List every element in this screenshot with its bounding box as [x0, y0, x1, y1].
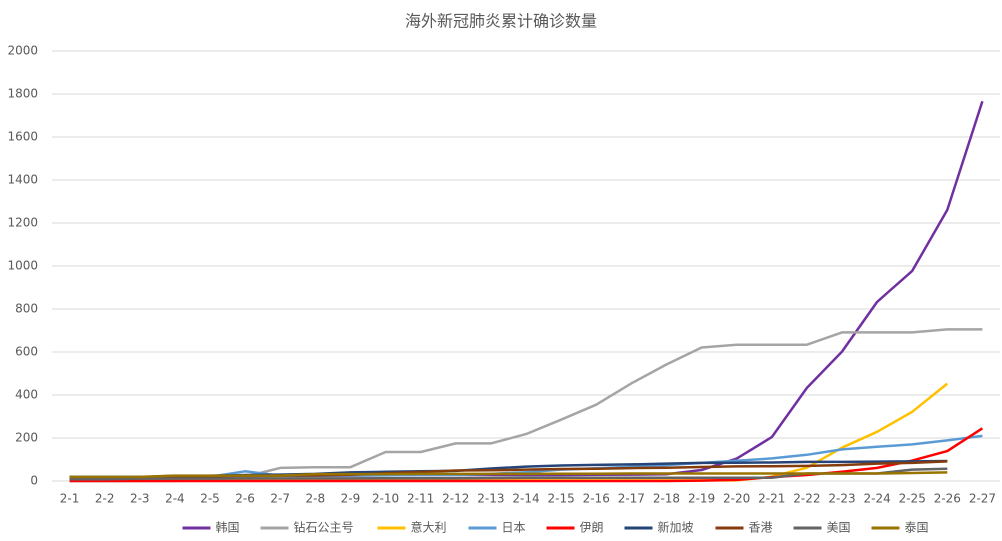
x-tick-label: 2-13: [477, 492, 504, 506]
x-tick-label: 2-14: [512, 492, 539, 506]
x-tick-label: 2-3: [130, 492, 150, 506]
legend-label: 意大利: [411, 520, 447, 535]
x-tick-label: 2-12: [442, 492, 469, 506]
legend-label: 韩国: [216, 520, 240, 535]
y-tick-label: 1200: [7, 216, 38, 230]
series-line: [69, 100, 984, 480]
x-tick-label: 2-9: [341, 492, 361, 506]
x-tick-label: 2-7: [270, 492, 290, 506]
y-tick-label: 400: [15, 388, 38, 402]
y-tick-label: 1000: [7, 259, 38, 273]
x-tick-label: 2-23: [828, 492, 855, 506]
x-tick-label: 2-4: [165, 492, 185, 506]
legend-label: 伊朗: [580, 521, 604, 535]
legend-label: 美国: [827, 521, 851, 535]
x-tick-label: 2-2: [95, 492, 115, 506]
y-tick-label: 0: [30, 474, 38, 488]
x-tick-label: 2-26: [934, 492, 961, 506]
legend-label: 钻石公主号: [294, 520, 354, 535]
x-tick-label: 2-20: [723, 492, 750, 506]
y-tick-label: 200: [15, 431, 38, 445]
y-tick-label: 600: [15, 345, 38, 359]
y-tick-label: 1600: [7, 130, 38, 144]
x-tick-label: 2-19: [688, 492, 715, 506]
series-line: [69, 471, 948, 479]
x-tick-label: 2-18: [653, 492, 680, 506]
y-tick-label: 1400: [7, 173, 38, 187]
x-tick-label: 2-6: [235, 492, 255, 506]
y-tick-label: 1800: [7, 87, 38, 101]
x-tick-label: 2-17: [618, 492, 645, 506]
x-tick-label: 2-15: [547, 492, 574, 506]
legend-label: 香港: [749, 521, 773, 535]
x-tick-label: 2-10: [372, 492, 399, 506]
chart-title: 海外新冠肺炎累计确诊数量: [405, 12, 597, 31]
y-tick-label: 2000: [7, 44, 38, 58]
x-tick-label: 2-27: [969, 492, 996, 506]
x-tick-label: 2-16: [583, 492, 610, 506]
legend-label: 新加坡: [658, 520, 694, 535]
legend-label: 日本: [502, 521, 526, 535]
legend-label: 泰国: [905, 521, 929, 535]
x-tick-label: 2-8: [306, 492, 326, 506]
x-tick-label: 2-11: [407, 492, 434, 506]
y-tick-label: 800: [15, 302, 38, 316]
x-tick-label: 2-24: [863, 492, 890, 506]
x-tick-label: 2-22: [793, 492, 820, 506]
x-tick-label: 2-21: [758, 492, 785, 506]
x-tick-label: 2-1: [60, 492, 80, 506]
x-tick-label: 2-5: [200, 492, 220, 506]
x-tick-label: 2-25: [899, 492, 926, 506]
